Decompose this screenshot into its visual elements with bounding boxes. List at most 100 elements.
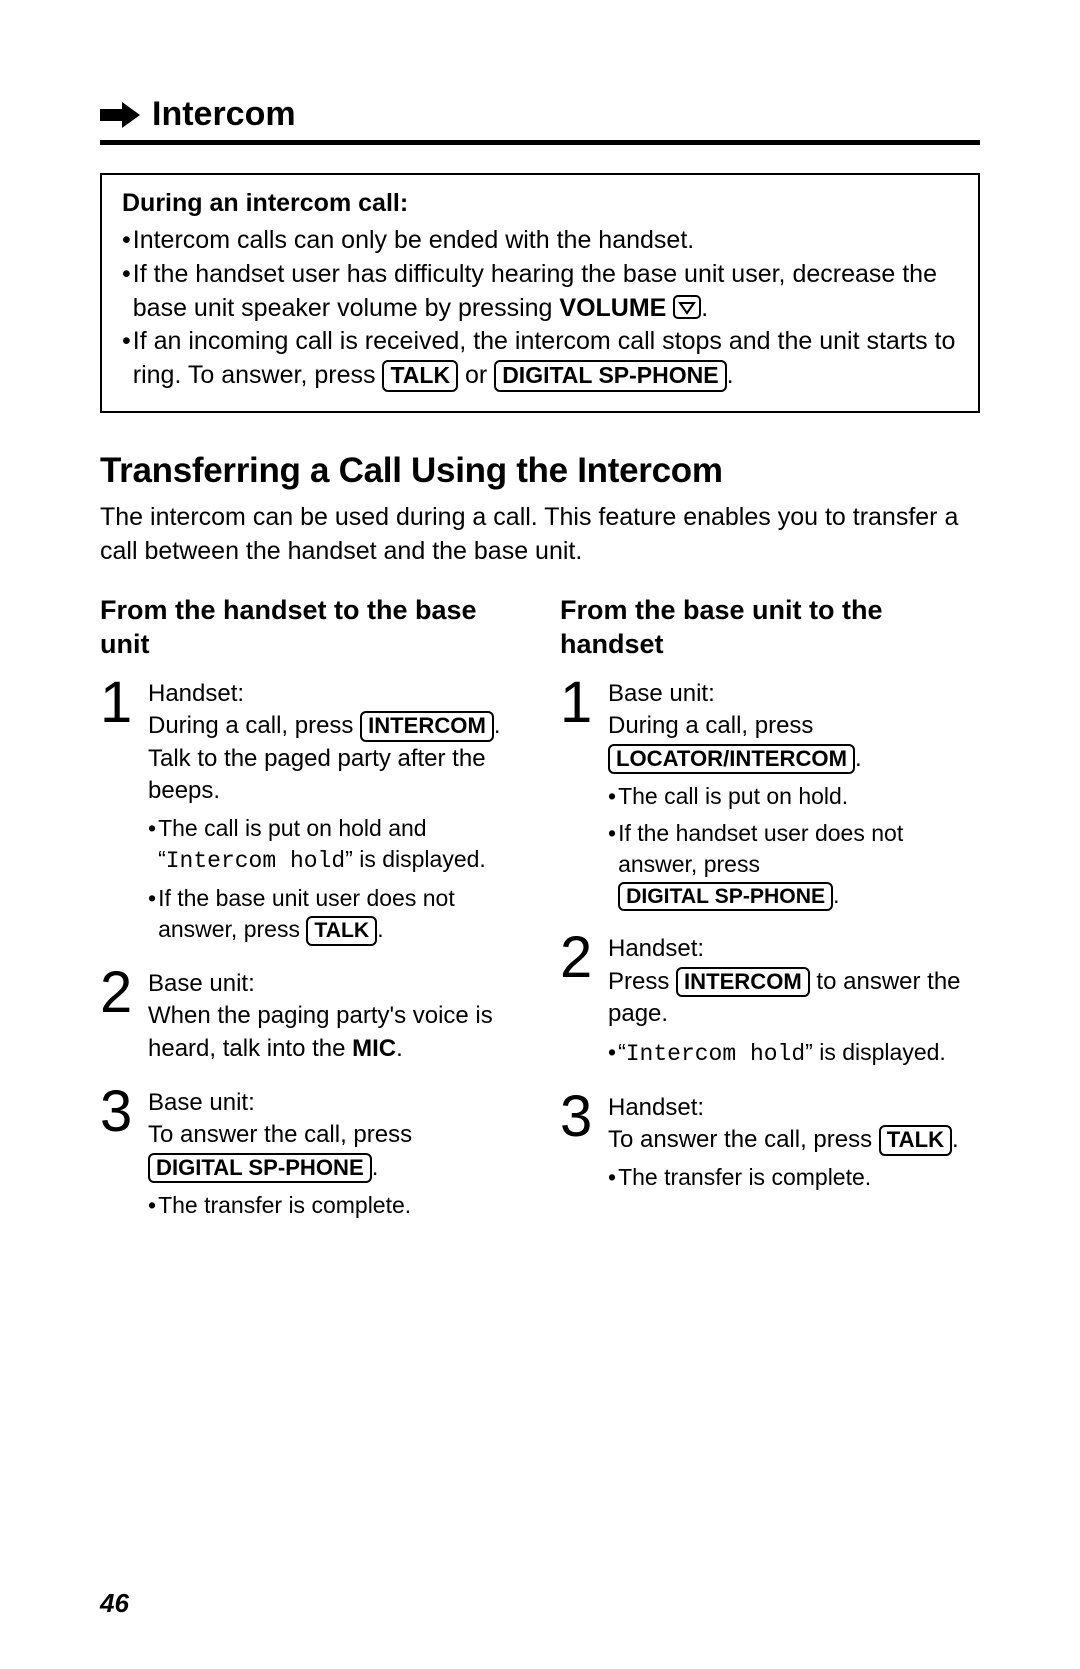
text: To answer the call, press	[608, 1126, 879, 1153]
section-intro: The intercom can be used during a call. …	[100, 501, 980, 569]
step-label: Base unit:	[148, 968, 520, 1000]
sub-text: “Intercom hold” is displayed.	[618, 1037, 980, 1070]
keycap-intercom: INTERCOM	[360, 711, 494, 741]
step-text: To answer the call, press TALK.	[608, 1124, 980, 1156]
page-header: Intercom	[100, 95, 980, 134]
note-line: • Intercom calls can only be ended with …	[122, 224, 958, 258]
keycap-digital-sp-phone: DIGITAL SP-PHONE	[494, 360, 726, 392]
columns: From the handset to the base unit 1 Hand…	[100, 594, 980, 1243]
note-line: • If an incoming call is received, the i…	[122, 325, 958, 393]
step-text: When the paging party's voice is heard, …	[148, 1000, 520, 1065]
section-title: Transferring a Call Using the Intercom	[100, 451, 980, 491]
step-label: Handset:	[608, 1092, 980, 1124]
step-number: 1	[100, 678, 148, 946]
step-body: Base unit: To answer the call, press DIG…	[148, 1087, 520, 1221]
bullet-icon: •	[608, 1162, 616, 1193]
text: During a call, press	[148, 712, 360, 739]
note-text: Intercom calls can only be ended with th…	[133, 224, 958, 258]
left-column-title: From the handset to the base unit	[100, 594, 520, 662]
text: “	[618, 1039, 626, 1065]
keycap-locator-intercom: LOCATOR/INTERCOM	[608, 744, 855, 774]
step-label: Base unit:	[148, 1087, 520, 1119]
bullet-icon: •	[148, 1190, 156, 1221]
bullet-icon: •	[608, 781, 616, 812]
page-number: 46	[100, 1588, 129, 1619]
sub-line: • The call is put on hold.	[608, 781, 980, 812]
volume-down-icon	[673, 295, 701, 319]
text: ” is displayed.	[805, 1039, 946, 1065]
bullet-icon: •	[608, 818, 616, 911]
sub-line: • If the base unit user does not answer,…	[148, 883, 520, 945]
text	[666, 294, 673, 322]
text: If the handset user does not answer, pre…	[618, 820, 903, 877]
keycap-digital-sp-phone: DIGITAL SP-PHONE	[148, 1153, 372, 1183]
text: .	[396, 1035, 403, 1062]
step-number: 3	[100, 1087, 148, 1221]
bullet-icon: •	[148, 883, 156, 945]
right-column-title: From the base unit to the handset	[560, 594, 980, 662]
sub-text: The call is put on hold and “Intercom ho…	[158, 813, 520, 877]
bullet-icon: •	[122, 224, 131, 258]
header-divider	[100, 140, 980, 145]
step-number: 1	[560, 678, 608, 912]
mono-text: Intercom hold	[166, 848, 345, 874]
keycap-talk: TALK	[879, 1125, 952, 1155]
step-number: 2	[100, 968, 148, 1065]
sub-line: • “Intercom hold” is displayed.	[608, 1037, 980, 1070]
bullet-icon: •	[122, 325, 131, 393]
step: 3 Handset: To answer the call, press TAL…	[560, 1092, 980, 1194]
note-text: If the handset user has difficulty heari…	[133, 258, 958, 326]
left-column: From the handset to the base unit 1 Hand…	[100, 594, 520, 1243]
step-body: Handset: To answer the call, press TALK.…	[608, 1092, 980, 1194]
keycap-digital-sp-phone: DIGITAL SP-PHONE	[618, 882, 833, 911]
text: or	[458, 361, 494, 389]
step-body: Handset: During a call, press INTERCOM. …	[148, 678, 520, 946]
step-text: Press INTERCOM to answer the page.	[608, 966, 980, 1031]
step-body: Base unit: When the paging party's voice…	[148, 968, 520, 1065]
sub-text: The transfer is complete.	[618, 1162, 980, 1193]
text: ” is displayed.	[345, 846, 486, 872]
text: .	[952, 1126, 959, 1153]
mono-text: Intercom hold	[626, 1041, 805, 1067]
sub-line: • The call is put on hold and “Intercom …	[148, 813, 520, 877]
sub-text: If the base unit user does not answer, p…	[158, 883, 520, 945]
keycap-talk: TALK	[382, 360, 458, 392]
text: .	[833, 882, 839, 908]
keycap-talk: TALK	[306, 916, 377, 945]
text: .	[372, 1154, 379, 1181]
bold-text: MIC	[352, 1035, 396, 1062]
step-label: Base unit:	[608, 678, 980, 710]
step: 3 Base unit: To answer the call, press D…	[100, 1087, 520, 1221]
step: 2 Handset: Press INTERCOM to answer the …	[560, 933, 980, 1069]
step-body: Base unit: During a call, press LOCATOR/…	[608, 678, 980, 912]
sub-text: The call is put on hold.	[618, 781, 980, 812]
step-text: During a call, press LOCATOR/INTERCOM.	[608, 710, 980, 775]
sub-line: • The transfer is complete.	[608, 1162, 980, 1193]
text: To answer the call, press	[148, 1121, 412, 1148]
bullet-icon: •	[608, 1037, 616, 1070]
step-text: To answer the call, press DIGITAL SP-PHO…	[148, 1119, 520, 1184]
step-body: Handset: Press INTERCOM to answer the pa…	[608, 933, 980, 1069]
bullet-icon: •	[148, 813, 156, 877]
step: 1 Handset: During a call, press INTERCOM…	[100, 678, 520, 946]
text: Press	[608, 968, 676, 995]
page-header-title: Intercom	[152, 95, 296, 134]
step-number: 3	[560, 1092, 608, 1194]
step-number: 2	[560, 933, 608, 1069]
step-label: Handset:	[148, 678, 520, 710]
text: When the paging party's voice is heard, …	[148, 1002, 493, 1061]
sub-line: • The transfer is complete.	[148, 1190, 520, 1221]
text: .	[701, 294, 708, 322]
text: If the handset user has difficulty heari…	[133, 260, 937, 322]
note-text: If an incoming call is received, the int…	[133, 325, 958, 393]
step-label: Handset:	[608, 933, 980, 965]
bullet-icon: •	[122, 258, 131, 326]
sub-text: The transfer is complete.	[158, 1190, 520, 1221]
note-line: • If the handset user has difficulty hea…	[122, 258, 958, 326]
sub-line: • If the handset user does not answer, p…	[608, 818, 980, 911]
step: 1 Base unit: During a call, press LOCATO…	[560, 678, 980, 912]
text: .	[855, 745, 862, 772]
arrow-right-icon	[100, 102, 140, 128]
step-text: During a call, press INTERCOM. Talk to t…	[148, 710, 520, 807]
note-box: During an intercom call: • Intercom call…	[100, 173, 980, 413]
